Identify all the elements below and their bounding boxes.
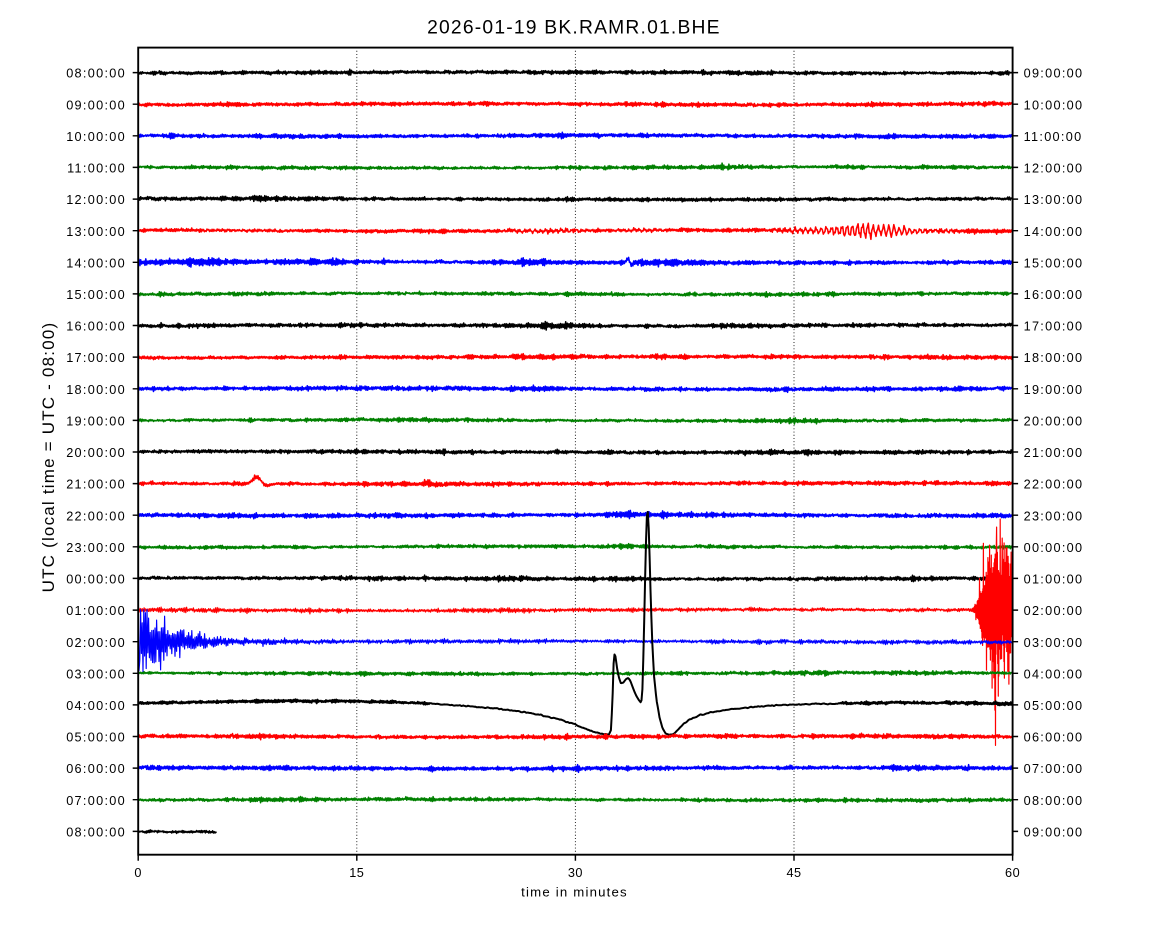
svg-text:UTC (local time = UTC - 08:00): UTC (local time = UTC - 08:00): [39, 322, 58, 593]
svg-text:01:00:00: 01:00:00: [66, 604, 126, 618]
svg-text:06:00:00: 06:00:00: [1024, 731, 1084, 745]
svg-text:time in minutes: time in minutes: [521, 885, 628, 900]
svg-text:16:00:00: 16:00:00: [66, 320, 126, 334]
svg-text:08:00:00: 08:00:00: [66, 67, 126, 81]
svg-text:06:00:00: 06:00:00: [66, 762, 126, 776]
svg-text:12:00:00: 12:00:00: [1024, 162, 1084, 176]
svg-text:04:00:00: 04:00:00: [66, 699, 126, 713]
svg-text:19:00:00: 19:00:00: [66, 415, 126, 429]
svg-text:18:00:00: 18:00:00: [1024, 351, 1084, 365]
svg-text:17:00:00: 17:00:00: [1024, 320, 1084, 334]
svg-text:15:00:00: 15:00:00: [66, 288, 126, 302]
svg-text:20:00:00: 20:00:00: [66, 446, 126, 460]
svg-text:01:00:00: 01:00:00: [1024, 573, 1084, 587]
svg-text:08:00:00: 08:00:00: [66, 826, 126, 840]
svg-text:2026-01-19 BK.RAMR.01.BHE: 2026-01-19 BK.RAMR.01.BHE: [427, 18, 721, 39]
svg-text:15: 15: [349, 866, 364, 880]
svg-text:03:00:00: 03:00:00: [1024, 636, 1084, 650]
svg-text:07:00:00: 07:00:00: [1024, 762, 1084, 776]
svg-text:14:00:00: 14:00:00: [66, 256, 126, 270]
svg-text:14:00:00: 14:00:00: [1024, 225, 1084, 239]
svg-text:02:00:00: 02:00:00: [1024, 604, 1084, 618]
svg-text:21:00:00: 21:00:00: [66, 478, 126, 492]
svg-text:12:00:00: 12:00:00: [66, 193, 126, 207]
svg-text:23:00:00: 23:00:00: [66, 541, 126, 555]
svg-text:10:00:00: 10:00:00: [1024, 98, 1084, 112]
svg-text:03:00:00: 03:00:00: [66, 667, 126, 681]
svg-text:00:00:00: 00:00:00: [1024, 541, 1084, 555]
svg-text:07:00:00: 07:00:00: [66, 794, 126, 808]
svg-text:10:00:00: 10:00:00: [66, 130, 126, 144]
svg-text:09:00:00: 09:00:00: [1024, 67, 1084, 81]
svg-text:45: 45: [786, 866, 801, 880]
svg-text:22:00:00: 22:00:00: [1024, 478, 1084, 492]
svg-text:09:00:00: 09:00:00: [66, 98, 126, 112]
svg-text:00:00:00: 00:00:00: [66, 573, 126, 587]
svg-text:09:00:00: 09:00:00: [1024, 826, 1084, 840]
svg-text:13:00:00: 13:00:00: [1024, 193, 1084, 207]
svg-text:15:00:00: 15:00:00: [1024, 256, 1084, 270]
svg-text:11:00:00: 11:00:00: [67, 162, 126, 176]
svg-text:18:00:00: 18:00:00: [66, 383, 126, 397]
svg-text:05:00:00: 05:00:00: [66, 731, 126, 745]
svg-text:20:00:00: 20:00:00: [1024, 415, 1084, 429]
svg-text:60: 60: [1005, 866, 1020, 880]
svg-text:08:00:00: 08:00:00: [1024, 794, 1084, 808]
svg-text:22:00:00: 22:00:00: [66, 509, 126, 523]
svg-text:04:00:00: 04:00:00: [1024, 667, 1084, 681]
svg-text:05:00:00: 05:00:00: [1024, 699, 1084, 713]
svg-text:19:00:00: 19:00:00: [1024, 383, 1084, 397]
svg-text:16:00:00: 16:00:00: [1024, 288, 1084, 302]
svg-text:23:00:00: 23:00:00: [1024, 509, 1084, 523]
svg-text:13:00:00: 13:00:00: [66, 225, 126, 239]
svg-text:02:00:00: 02:00:00: [66, 636, 126, 650]
svg-text:17:00:00: 17:00:00: [66, 351, 126, 365]
svg-text:0: 0: [134, 866, 142, 880]
svg-text:21:00:00: 21:00:00: [1024, 446, 1084, 460]
svg-text:30: 30: [568, 866, 583, 880]
svg-text:11:00:00: 11:00:00: [1024, 130, 1083, 144]
